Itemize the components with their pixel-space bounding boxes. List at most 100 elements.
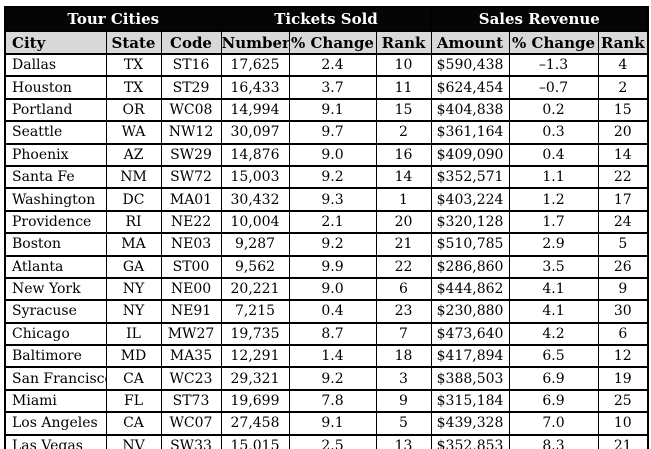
cell-tickets-pct-change: 9.0 <box>288 276 377 302</box>
cell-tickets-rank: 21 <box>375 232 432 257</box>
group-header-sales-revenue: Sales Revenue <box>430 6 649 32</box>
cell-tickets-pct-change: 0.4 <box>288 299 377 324</box>
cell-tickets-pct-change: 2.1 <box>288 209 377 235</box>
cell-amount: $352,853 <box>430 433 510 449</box>
cell-tickets-pct-change: 9.7 <box>288 120 377 145</box>
cell-tickets-rank: 22 <box>375 254 432 279</box>
cell-state: AZ <box>105 142 162 167</box>
cell-code: NE03 <box>160 232 222 257</box>
cell-amount: $417,894 <box>430 344 510 369</box>
table-row: New York NY NE00 20,221 9.0 6 $444,862 4.1 9 <box>4 276 649 302</box>
cell-revenue-pct-change: 0.3 <box>508 120 599 145</box>
cell-number: 15,015 <box>220 433 290 449</box>
cell-amount: $230,880 <box>430 299 510 324</box>
cell-state: TX <box>105 75 162 100</box>
cell-code: ST16 <box>160 52 222 78</box>
column-header-code: Code <box>160 30 222 55</box>
cell-tickets-rank: 5 <box>375 411 432 436</box>
cell-revenue-rank: 14 <box>597 142 649 167</box>
cell-revenue-rank: 20 <box>597 120 649 145</box>
column-header-tickets-pct-change: % Change <box>288 30 377 55</box>
cell-code: MA01 <box>160 187 222 212</box>
cell-amount: $352,571 <box>430 164 510 190</box>
cell-number: 9,562 <box>220 254 290 279</box>
cell-revenue-pct-change: 4.1 <box>508 299 599 324</box>
cell-tickets-rank: 23 <box>375 299 432 324</box>
table-row: Houston TX ST29 16,433 3.7 11 $624,454 –0.7 2 <box>4 75 649 100</box>
cell-number: 15,003 <box>220 164 290 190</box>
cell-tickets-pct-change: 9.2 <box>288 232 377 257</box>
cell-tickets-pct-change: 9.1 <box>288 97 377 123</box>
cell-revenue-rank: 22 <box>597 164 649 190</box>
cell-number: 29,321 <box>220 366 290 391</box>
table-row: Santa Fe NM SW72 15,003 9.2 14 $352,571 1.1 22 <box>4 164 649 190</box>
cell-amount: $624,454 <box>430 75 510 100</box>
cell-state: MD <box>105 344 162 369</box>
column-header-tickets-rank: Rank <box>375 30 432 55</box>
cell-number: 16,433 <box>220 75 290 100</box>
cell-city: Seattle <box>4 120 107 145</box>
cell-city: San Francisco <box>4 366 107 391</box>
cell-tickets-pct-change: 2.5 <box>288 433 377 449</box>
cell-amount: $444,862 <box>430 276 510 302</box>
cell-revenue-rank: 30 <box>597 299 649 324</box>
cell-amount: $409,090 <box>430 142 510 167</box>
cell-number: 17,625 <box>220 52 290 78</box>
cell-revenue-rank: 24 <box>597 209 649 235</box>
group-header-tour-cities: Tour Cities <box>4 6 222 32</box>
cell-code: NE00 <box>160 276 222 302</box>
cell-tickets-pct-change: 9.2 <box>288 366 377 391</box>
cell-code: NE91 <box>160 299 222 324</box>
cell-revenue-pct-change: 1.7 <box>508 209 599 235</box>
cell-amount: $590,438 <box>430 52 510 78</box>
table-row: Portland OR WC08 14,994 9.1 15 $404,838 0.2 15 <box>4 97 649 123</box>
cell-state: TX <box>105 52 162 78</box>
group-header-tickets-sold: Tickets Sold <box>220 6 432 32</box>
cell-revenue-rank: 25 <box>597 388 649 414</box>
cell-tickets-pct-change: 9.9 <box>288 254 377 279</box>
cell-amount: $361,164 <box>430 120 510 145</box>
cell-tickets-pct-change: 7.8 <box>288 388 377 414</box>
cell-revenue-rank: 9 <box>597 276 649 302</box>
cell-city: Houston <box>4 75 107 100</box>
cell-state: NM <box>105 164 162 190</box>
cell-city: Providence <box>4 209 107 235</box>
cell-tickets-rank: 15 <box>375 97 432 123</box>
cell-revenue-pct-change: –0.7 <box>508 75 599 100</box>
cell-amount: $388,503 <box>430 366 510 391</box>
cell-revenue-pct-change: 3.5 <box>508 254 599 279</box>
cell-state: NV <box>105 433 162 449</box>
cell-state: RI <box>105 209 162 235</box>
cell-revenue-rank: 4 <box>597 52 649 78</box>
cell-code: MW27 <box>160 321 222 347</box>
cell-revenue-rank: 10 <box>597 411 649 436</box>
cell-code: SW33 <box>160 433 222 449</box>
table-row: Dallas TX ST16 17,625 2.4 10 $590,438 –1.3 4 <box>4 52 649 78</box>
cell-state: WA <box>105 120 162 145</box>
cell-number: 14,876 <box>220 142 290 167</box>
table-row: Seattle WA NW12 30,097 9.7 2 $361,164 0.3 20 <box>4 120 649 145</box>
cell-revenue-rank: 19 <box>597 366 649 391</box>
cell-tickets-rank: 14 <box>375 164 432 190</box>
cell-code: WC08 <box>160 97 222 123</box>
cell-amount: $404,838 <box>430 97 510 123</box>
cell-number: 14,994 <box>220 97 290 123</box>
table-row: Los Angeles CA WC07 27,458 9.1 5 $439,328 7.0 10 <box>4 411 649 436</box>
cell-number: 27,458 <box>220 411 290 436</box>
cell-number: 19,699 <box>220 388 290 414</box>
cell-tickets-rank: 13 <box>375 433 432 449</box>
cell-revenue-pct-change: 2.9 <box>508 232 599 257</box>
cell-tickets-pct-change: 9.0 <box>288 142 377 167</box>
cell-city: Chicago <box>4 321 107 347</box>
cell-revenue-pct-change: 1.1 <box>508 164 599 190</box>
cell-number: 30,432 <box>220 187 290 212</box>
cell-code: NE22 <box>160 209 222 235</box>
cell-amount: $286,860 <box>430 254 510 279</box>
cell-state: CA <box>105 366 162 391</box>
table-row: Washington DC MA01 30,432 9.3 1 $403,224 1.2 17 <box>4 187 649 212</box>
cell-revenue-rank: 21 <box>597 433 649 449</box>
cell-revenue-rank: 12 <box>597 344 649 369</box>
cell-code: ST29 <box>160 75 222 100</box>
column-header-state: State <box>105 30 162 55</box>
